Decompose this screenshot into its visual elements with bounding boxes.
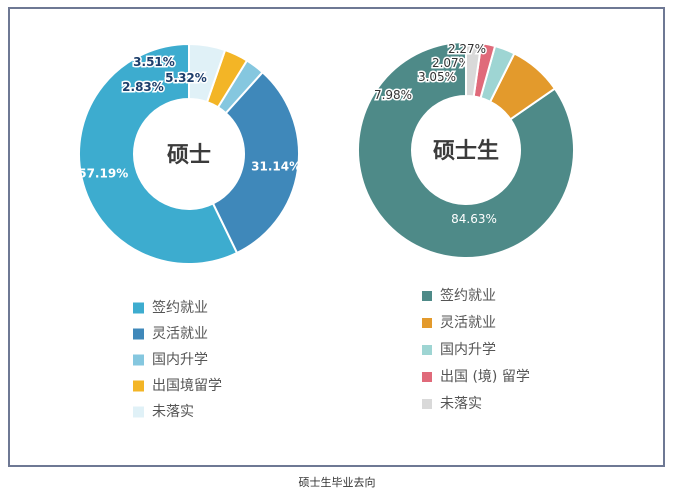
donut2-slice-5 (465, 40, 483, 98)
chart-area: 57.19% 31.14% 2.83% 3.51% 5.32% 硕士签约就业灵活就业国内升… (78, 40, 575, 420)
legend1-label-5: 未落实 (152, 404, 194, 420)
donut1-slice-5 (188, 42, 227, 104)
donut2-value-label-2: 7.98% (374, 88, 412, 102)
legend1-swatch-1 (133, 302, 144, 314)
legend1-label-3: 国内升学 (152, 352, 208, 368)
donut1-value-label-1: 57.19% (78, 167, 128, 181)
legend1-swatch-5 (133, 406, 144, 418)
donut2-value-label-5: 2.27% (448, 42, 486, 56)
donut2-title: 硕士生 (433, 139, 499, 164)
legend2-swatch-5 (422, 399, 432, 409)
legend2-label-4: 出国 (境) 留学 (440, 369, 530, 385)
donut1-value-label-5: 5.32% (165, 71, 207, 85)
figure-caption: 硕士生毕业去向 (298, 476, 376, 489)
legend2-label-2: 灵活就业 (440, 315, 496, 331)
donut1-value-label-4: 3.51% (133, 55, 175, 69)
donut1-title: 硕士 (167, 143, 211, 168)
donut2-value-label-4: 2.07% (432, 56, 470, 70)
legend2-swatch-1 (422, 291, 432, 301)
donut1-value-label-2: 31.14% (251, 159, 301, 173)
legend2-label-3: 国内升学 (440, 342, 496, 358)
legend2-swatch-2 (422, 318, 432, 328)
legend1-label-1: 签约就业 (152, 299, 208, 316)
legend1-label-2: 灵活就业 (152, 326, 208, 342)
donut1-value-label-3: 2.83% (122, 80, 164, 94)
legend1-swatch-2 (133, 328, 144, 340)
donut1-slice-2 (211, 70, 300, 255)
legend2-label-5: 未落实 (440, 396, 482, 412)
legend2-swatch-4 (422, 372, 432, 382)
legend1-swatch-4 (133, 380, 144, 392)
legend2-swatch-3 (422, 345, 432, 355)
donut2-slice-1 (357, 40, 575, 259)
legend1-label-4: 出国境留学 (152, 378, 222, 394)
donut2-value-label-3: 3.05% (418, 70, 456, 84)
donut2-value-label-1: 84.63% (451, 212, 497, 226)
legend1-swatch-3 (133, 354, 144, 366)
legend2-label-1: 签约就业 (440, 287, 496, 304)
donut1-slice-1 (78, 42, 239, 265)
